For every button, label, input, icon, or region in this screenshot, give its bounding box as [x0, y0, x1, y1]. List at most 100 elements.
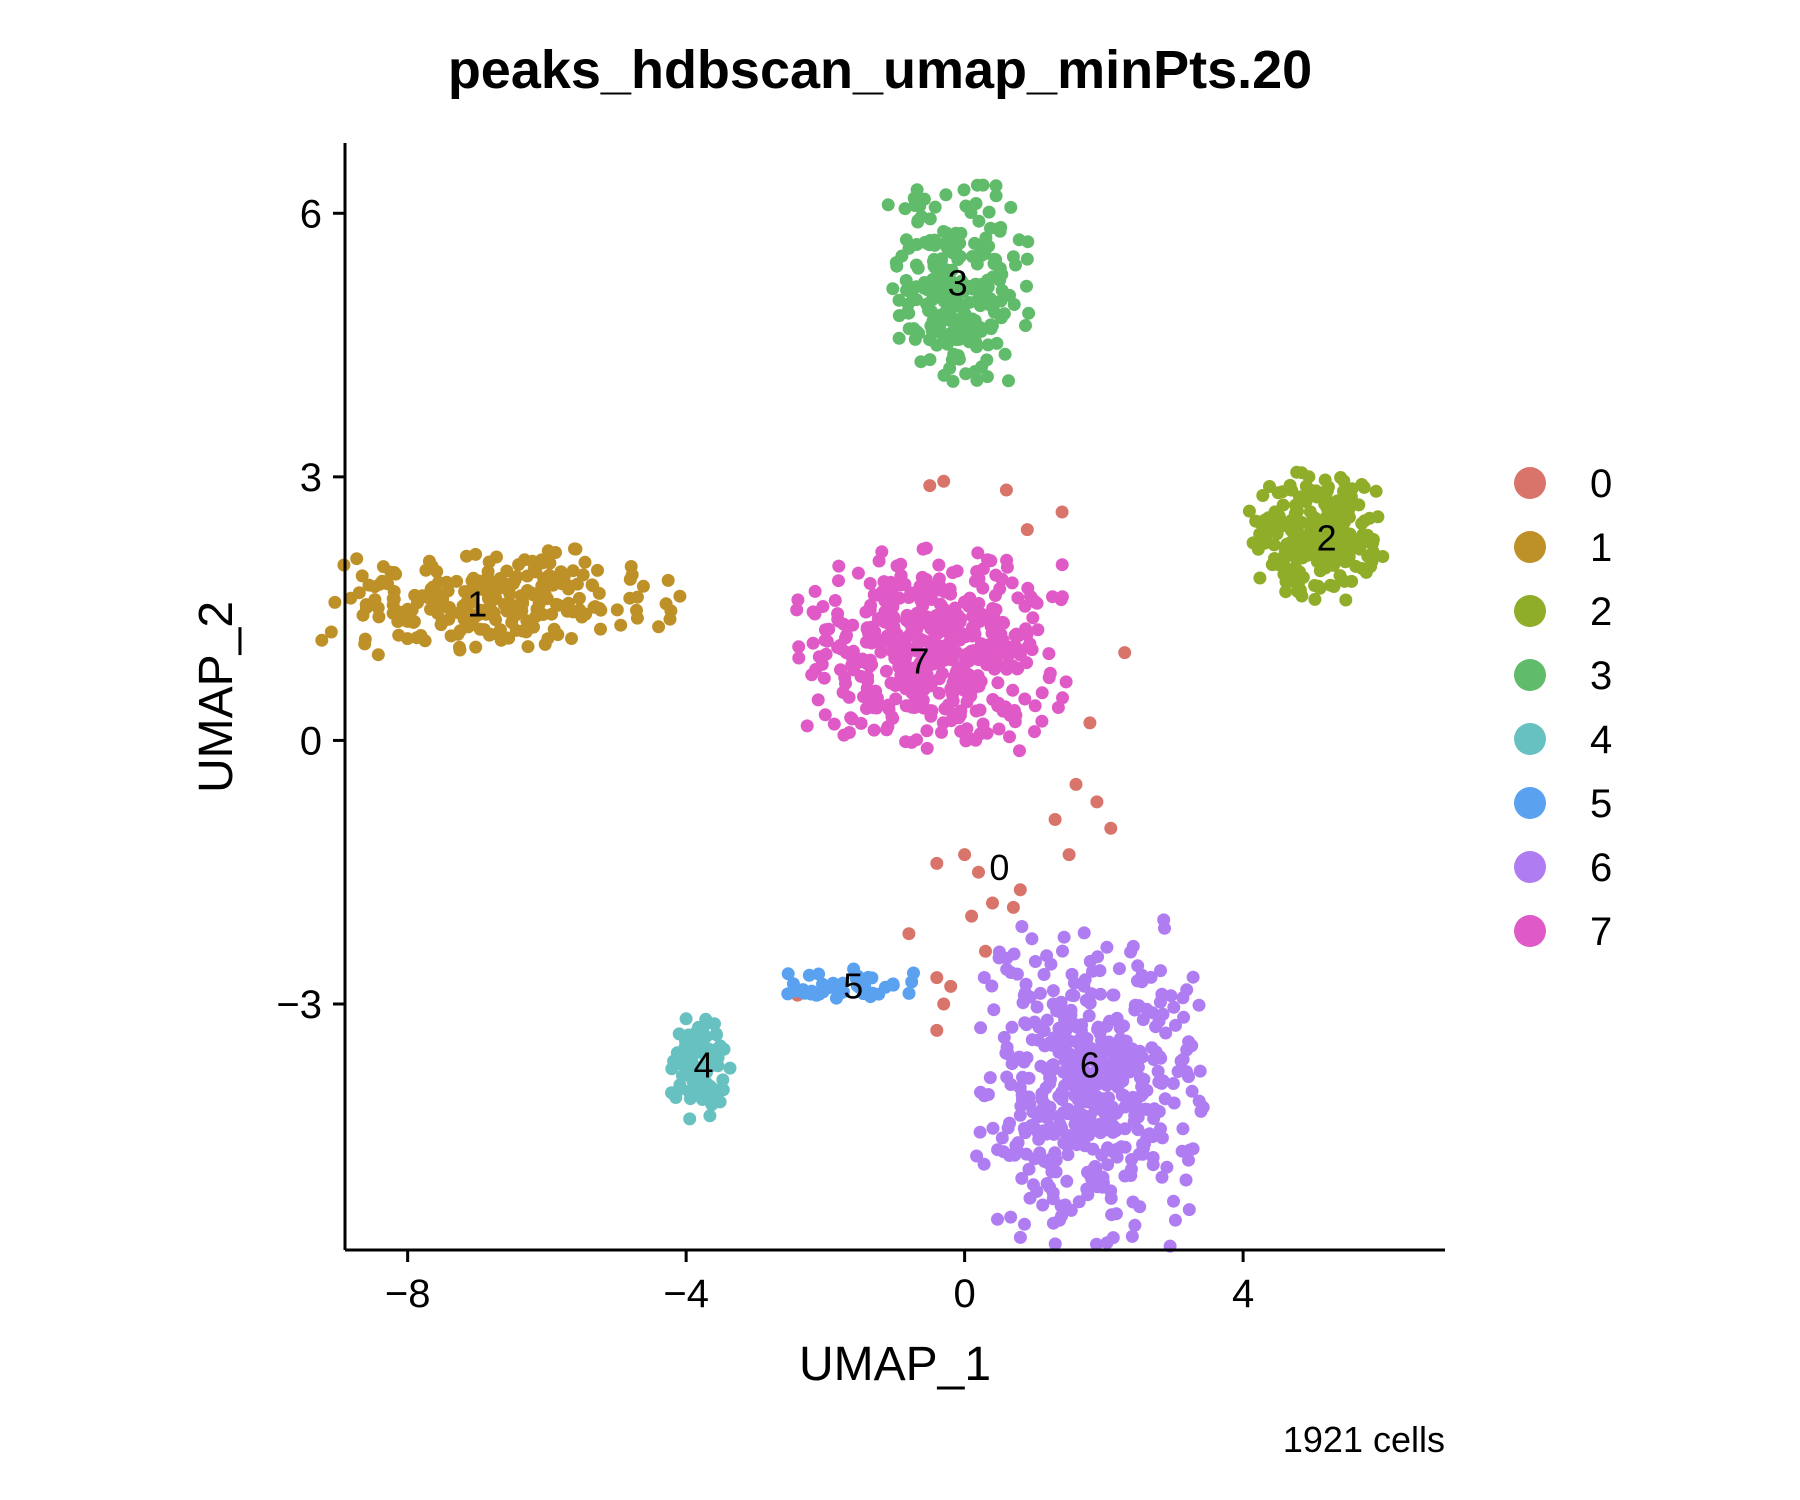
cell-point-cluster-1: [520, 584, 534, 597]
cell-point-cluster-1: [426, 580, 440, 594]
cell-point-cluster-7: [898, 652, 912, 666]
cell-point-cluster-4: [716, 1073, 730, 1087]
cell-point-cluster-5: [902, 986, 916, 1000]
cell-point-cluster-6: [1010, 1142, 1024, 1156]
cell-point-cluster-6: [1100, 940, 1114, 954]
cell-point-cluster-7: [800, 719, 814, 733]
cell-point-cluster-4: [675, 1058, 689, 1072]
cell-point-cluster-3: [928, 200, 942, 214]
cell-point-cluster-3: [911, 213, 925, 227]
cell-point-cluster-2: [1256, 489, 1270, 502]
cell-point-cluster-6: [970, 1149, 984, 1163]
cell-point-cluster-7: [916, 542, 930, 556]
cell-point-cluster-6: [1154, 1051, 1168, 1065]
cell-point-cluster-2: [1337, 484, 1350, 498]
cell-point-cluster-0: [937, 474, 951, 488]
cell-point-cluster-3: [983, 298, 997, 312]
cell-point-cluster-3: [1009, 258, 1022, 272]
cell-point-cluster-2: [1295, 492, 1309, 506]
cell-point-cluster-5: [781, 967, 795, 981]
cell-point-cluster-6: [1046, 984, 1060, 998]
cell-point-cluster-7: [1043, 666, 1057, 680]
cell-point-cluster-6: [1160, 1160, 1174, 1174]
cell-point-cluster-3: [994, 221, 1008, 234]
cell-point-cluster-1: [562, 579, 576, 593]
cell-point-cluster-6: [1028, 955, 1042, 968]
cell-point-cluster-6: [1098, 1123, 1112, 1137]
cell-point-cluster-6: [1046, 1186, 1060, 1200]
cell-point-cluster-7: [817, 671, 831, 685]
cell-point-cluster-5: [804, 987, 818, 1001]
cell-point-cluster-7: [871, 588, 885, 602]
cell-point-cluster-7: [993, 582, 1007, 596]
cell-point-cluster-6: [1004, 1210, 1018, 1224]
cell-point-cluster-4: [703, 1109, 717, 1123]
cell-point-cluster-7: [989, 603, 1003, 617]
cell-point-cluster-2: [1308, 592, 1322, 606]
cell-point-cluster-3: [980, 370, 994, 384]
cell-point-cluster-1: [508, 573, 522, 586]
cell-point-cluster-1: [435, 614, 449, 628]
cell-point-cluster-3: [1002, 374, 1015, 388]
cell-point-cluster-6: [1185, 1084, 1199, 1098]
cell-point-cluster-6: [1196, 1100, 1210, 1114]
cell-point-cluster-1: [372, 610, 386, 624]
cell-point-cluster-2: [1304, 515, 1318, 529]
cell-point-cluster-6: [1036, 1198, 1050, 1212]
cell-point-cluster-3: [953, 250, 967, 263]
cell-point-cluster-6: [1063, 1063, 1077, 1076]
cell-point-cluster-1: [630, 590, 644, 604]
cell-point-cluster-7: [1023, 637, 1037, 651]
legend-key-0: [1514, 467, 1546, 499]
cell-point-cluster-7: [806, 636, 820, 650]
cell-point-cluster-1: [407, 615, 420, 629]
cell-point-cluster-6: [1135, 1080, 1149, 1094]
cell-point-cluster-3: [973, 299, 987, 313]
cell-point-cluster-3: [957, 183, 971, 197]
cell-point-cluster-1: [636, 579, 650, 593]
cell-point-cluster-7: [1028, 699, 1042, 713]
cell-point-cluster-6: [1058, 1198, 1072, 1212]
cell-point-cluster-6: [1103, 1014, 1116, 1028]
cell-point-cluster-0: [1069, 777, 1083, 791]
cell-point-cluster-2: [1310, 490, 1324, 504]
cell-point-cluster-6: [1167, 1096, 1181, 1110]
cell-point-cluster-3: [898, 202, 912, 216]
legend: 0 1 2 3 4 5 6 7: [1514, 462, 1612, 954]
x-axis-title: UMAP_1: [799, 1338, 991, 1391]
cell-point-cluster-6: [1159, 1026, 1173, 1040]
cell-point-cluster-3: [1020, 279, 1033, 293]
cell-point-cluster-6: [973, 1125, 987, 1139]
cell-point-cluster-7: [950, 564, 964, 578]
cell-point-cluster-0: [1062, 848, 1076, 862]
cell-point-cluster-3: [940, 337, 954, 351]
cell-point-cluster-6: [1017, 988, 1031, 1002]
cell-point-cluster-7: [863, 577, 877, 590]
cell-point-cluster-7: [980, 726, 994, 740]
cell-point-cluster-2: [1355, 517, 1369, 530]
x-ticks: −8 −4 0 4: [385, 1250, 1254, 1316]
cell-point-cluster-6: [986, 1121, 1000, 1135]
cell-point-cluster-6: [1003, 1116, 1016, 1130]
cell-point-cluster-6: [1056, 944, 1069, 958]
cell-point-cluster-4: [679, 1012, 693, 1026]
cell-point-cluster-6: [1028, 1152, 1042, 1166]
cell-point-cluster-3: [939, 188, 953, 202]
cell-point-cluster-3: [1012, 233, 1026, 247]
cell-point-cluster-7: [902, 591, 916, 604]
cell-point-cluster-6: [1081, 1188, 1095, 1202]
cell-point-cluster-7: [828, 594, 842, 607]
cell-point-cluster-6: [1183, 1143, 1197, 1157]
legend-key-4: [1514, 723, 1546, 755]
cluster-label-4: 4: [694, 1045, 714, 1086]
cell-point-cluster-6: [1147, 1102, 1161, 1116]
cell-point-cluster-0: [923, 479, 937, 493]
cell-point-cluster-7: [1010, 643, 1024, 657]
cell-point-cluster-6: [1155, 987, 1169, 1001]
cell-point-cluster-7: [939, 622, 953, 636]
legend-label-1: 1: [1590, 526, 1612, 570]
cell-point-cluster-3: [954, 226, 968, 240]
cell-point-cluster-2: [1285, 513, 1299, 527]
cell-point-cluster-6: [1018, 1217, 1031, 1231]
cell-point-cluster-5: [786, 977, 800, 991]
